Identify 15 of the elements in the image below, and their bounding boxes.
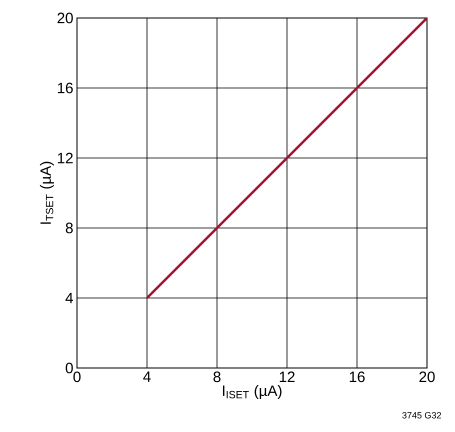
x-tick-label: 16 xyxy=(350,372,365,382)
y-tick-label: 8 xyxy=(66,222,73,234)
x-tick-label: 8 xyxy=(213,372,221,382)
x-tick-label: 20 xyxy=(419,372,435,382)
text: 3745 G32 xyxy=(402,412,441,418)
y-tick-label: 4 xyxy=(65,292,74,304)
y-tick-label: 16 xyxy=(58,82,73,94)
x-tick-label: 4 xyxy=(143,372,151,382)
x-tick-label: 12 xyxy=(280,372,295,382)
y-tick-label: 12 xyxy=(58,152,73,164)
x-tick-label: 0 xyxy=(73,372,81,382)
x-axis-title: I$_{ISET}$ (µA) xyxy=(222,385,282,399)
y-tick-label: 20 xyxy=(58,12,73,24)
y-axis-title: I$_{TSET}$ (µA) xyxy=(40,162,54,224)
y-tick-label: 0 xyxy=(66,362,73,374)
